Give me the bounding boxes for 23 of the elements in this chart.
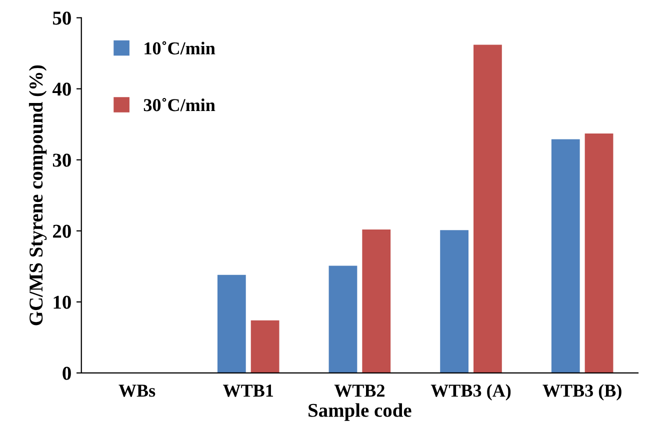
bar	[362, 229, 391, 373]
y-tick-label: 20	[53, 224, 71, 238]
legend-label: 30˚C/min	[144, 98, 216, 112]
x-tick-label: WTB3 (B)	[542, 384, 622, 400]
y-tick-label: 30	[52, 154, 71, 167]
y-tick-label: 10	[54, 296, 71, 309]
bar	[440, 230, 468, 373]
bar	[250, 320, 280, 373]
y-tick-label: 50	[52, 12, 71, 25]
bar	[584, 134, 614, 373]
bar	[217, 274, 246, 373]
y-axis-title: GC/MS Styrene compound (%)	[28, 65, 47, 326]
bar	[328, 266, 358, 373]
x-axis-title: Sample code	[308, 403, 412, 421]
y-tick-label: 0	[62, 366, 71, 380]
x-tick-label: WTB2	[334, 384, 384, 397]
x-tick-label: WBs	[118, 384, 156, 397]
bar	[551, 139, 580, 373]
x-tick-label: WTB1	[223, 384, 274, 397]
bar	[474, 44, 502, 373]
legend-label: 10˚C/min	[144, 41, 216, 54]
y-tick-label: 40	[52, 82, 71, 96]
x-tick-label: WTB3 (A)	[430, 384, 511, 400]
